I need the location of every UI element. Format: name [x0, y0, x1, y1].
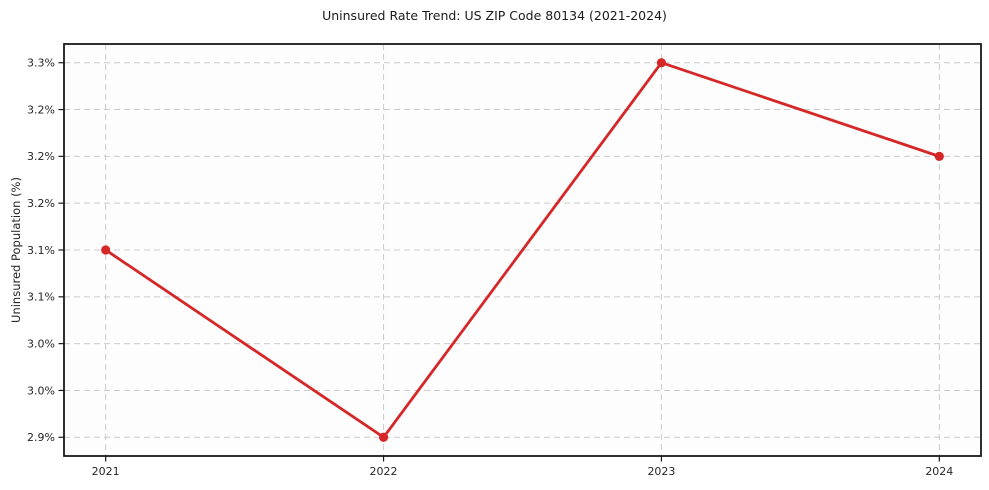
data-point	[101, 245, 111, 255]
x-tick-label: 2021	[92, 465, 120, 478]
x-tick-label: 2022	[370, 465, 398, 478]
x-tick-label: 2024	[925, 465, 953, 478]
data-point	[934, 151, 944, 161]
y-tick-label: 3.2%	[27, 197, 55, 210]
chart-title: Uninsured Rate Trend: US ZIP Code 80134 …	[322, 8, 667, 23]
data-point	[378, 432, 389, 442]
trend-line	[104, 61, 941, 439]
y-tick-label: 3.2%	[27, 150, 55, 163]
y-tick-label: 3.0%	[27, 384, 55, 397]
y-tick-label: 3.2%	[27, 103, 55, 116]
y-tick-label: 3.0%	[27, 337, 55, 350]
x-tick-label: 2023	[647, 465, 675, 478]
y-tick-label: 2.9%	[27, 431, 55, 444]
y-tick-label: 3.3%	[27, 57, 55, 70]
data-point	[656, 58, 667, 68]
y-tick-label: 3.1%	[27, 244, 55, 257]
y-tick-label: 3.1%	[27, 291, 55, 304]
